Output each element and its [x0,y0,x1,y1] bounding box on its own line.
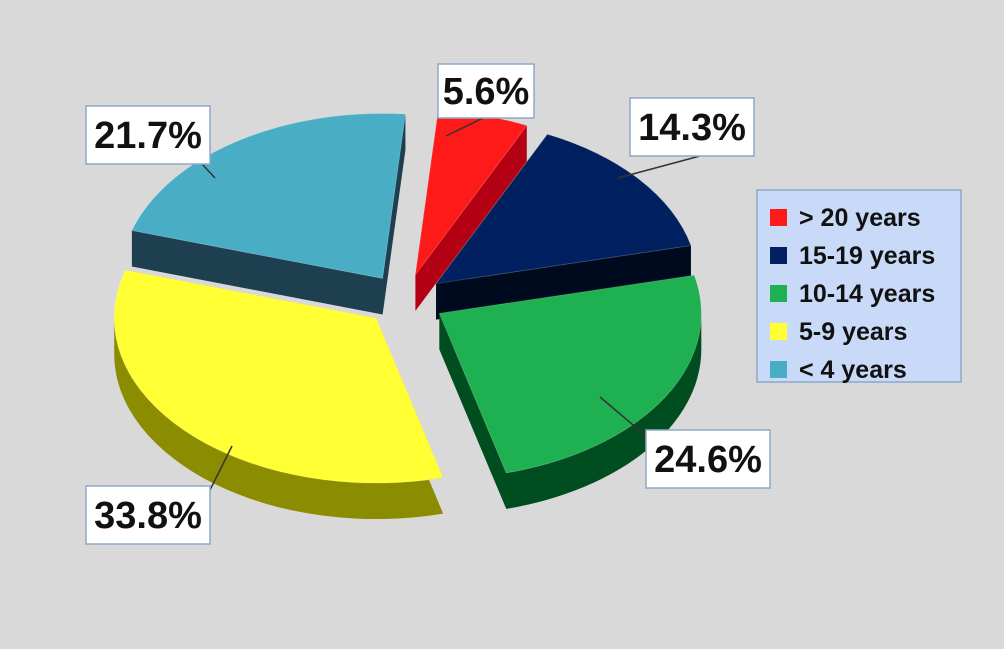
leader-line [201,163,216,179]
legend-entry: > 20 years [799,204,921,232]
pie-slice-tops [113,109,702,484]
pie-slice [131,112,407,280]
legend-swatch [770,247,787,264]
leader-lines [201,117,701,491]
data-label: 5.6% [443,71,530,113]
data-labels: 5.6% 14.3% 24.6% 33.8% 21.7% [85,63,771,545]
data-label: 14.3% [638,107,746,149]
data-label: 33.8% [94,495,202,537]
leader-line [209,445,233,491]
data-label-box [645,429,771,489]
legend-swatch [770,285,787,302]
leader-line [445,117,484,137]
pie-slice-side [131,114,406,315]
pie-slice-side [415,110,527,311]
data-label-box [85,105,211,165]
legend-swatch [770,361,787,378]
leader-line [617,155,701,179]
legend-entry: 5-9 years [799,318,907,346]
data-label: 24.6% [654,439,762,481]
legend-swatch [770,209,787,226]
data-label-box [85,485,211,545]
data-label-box [629,97,755,157]
legend-box [756,189,962,383]
leader-line [599,396,647,437]
legend: > 20 years 15-19 years 10-14 years 5-9 year… [756,189,962,384]
legend-swatch [770,323,787,340]
legend-entry: 10-14 years [799,280,935,308]
pie-slice [434,133,692,285]
pie-slice [438,274,702,474]
data-label: 21.7% [94,115,202,157]
legend-entry: 15-19 years [799,242,935,270]
pie-slice-side [436,134,691,320]
legend-entry: < 4 years [799,356,907,384]
data-label-box [437,63,535,119]
pie-slice [113,269,444,484]
